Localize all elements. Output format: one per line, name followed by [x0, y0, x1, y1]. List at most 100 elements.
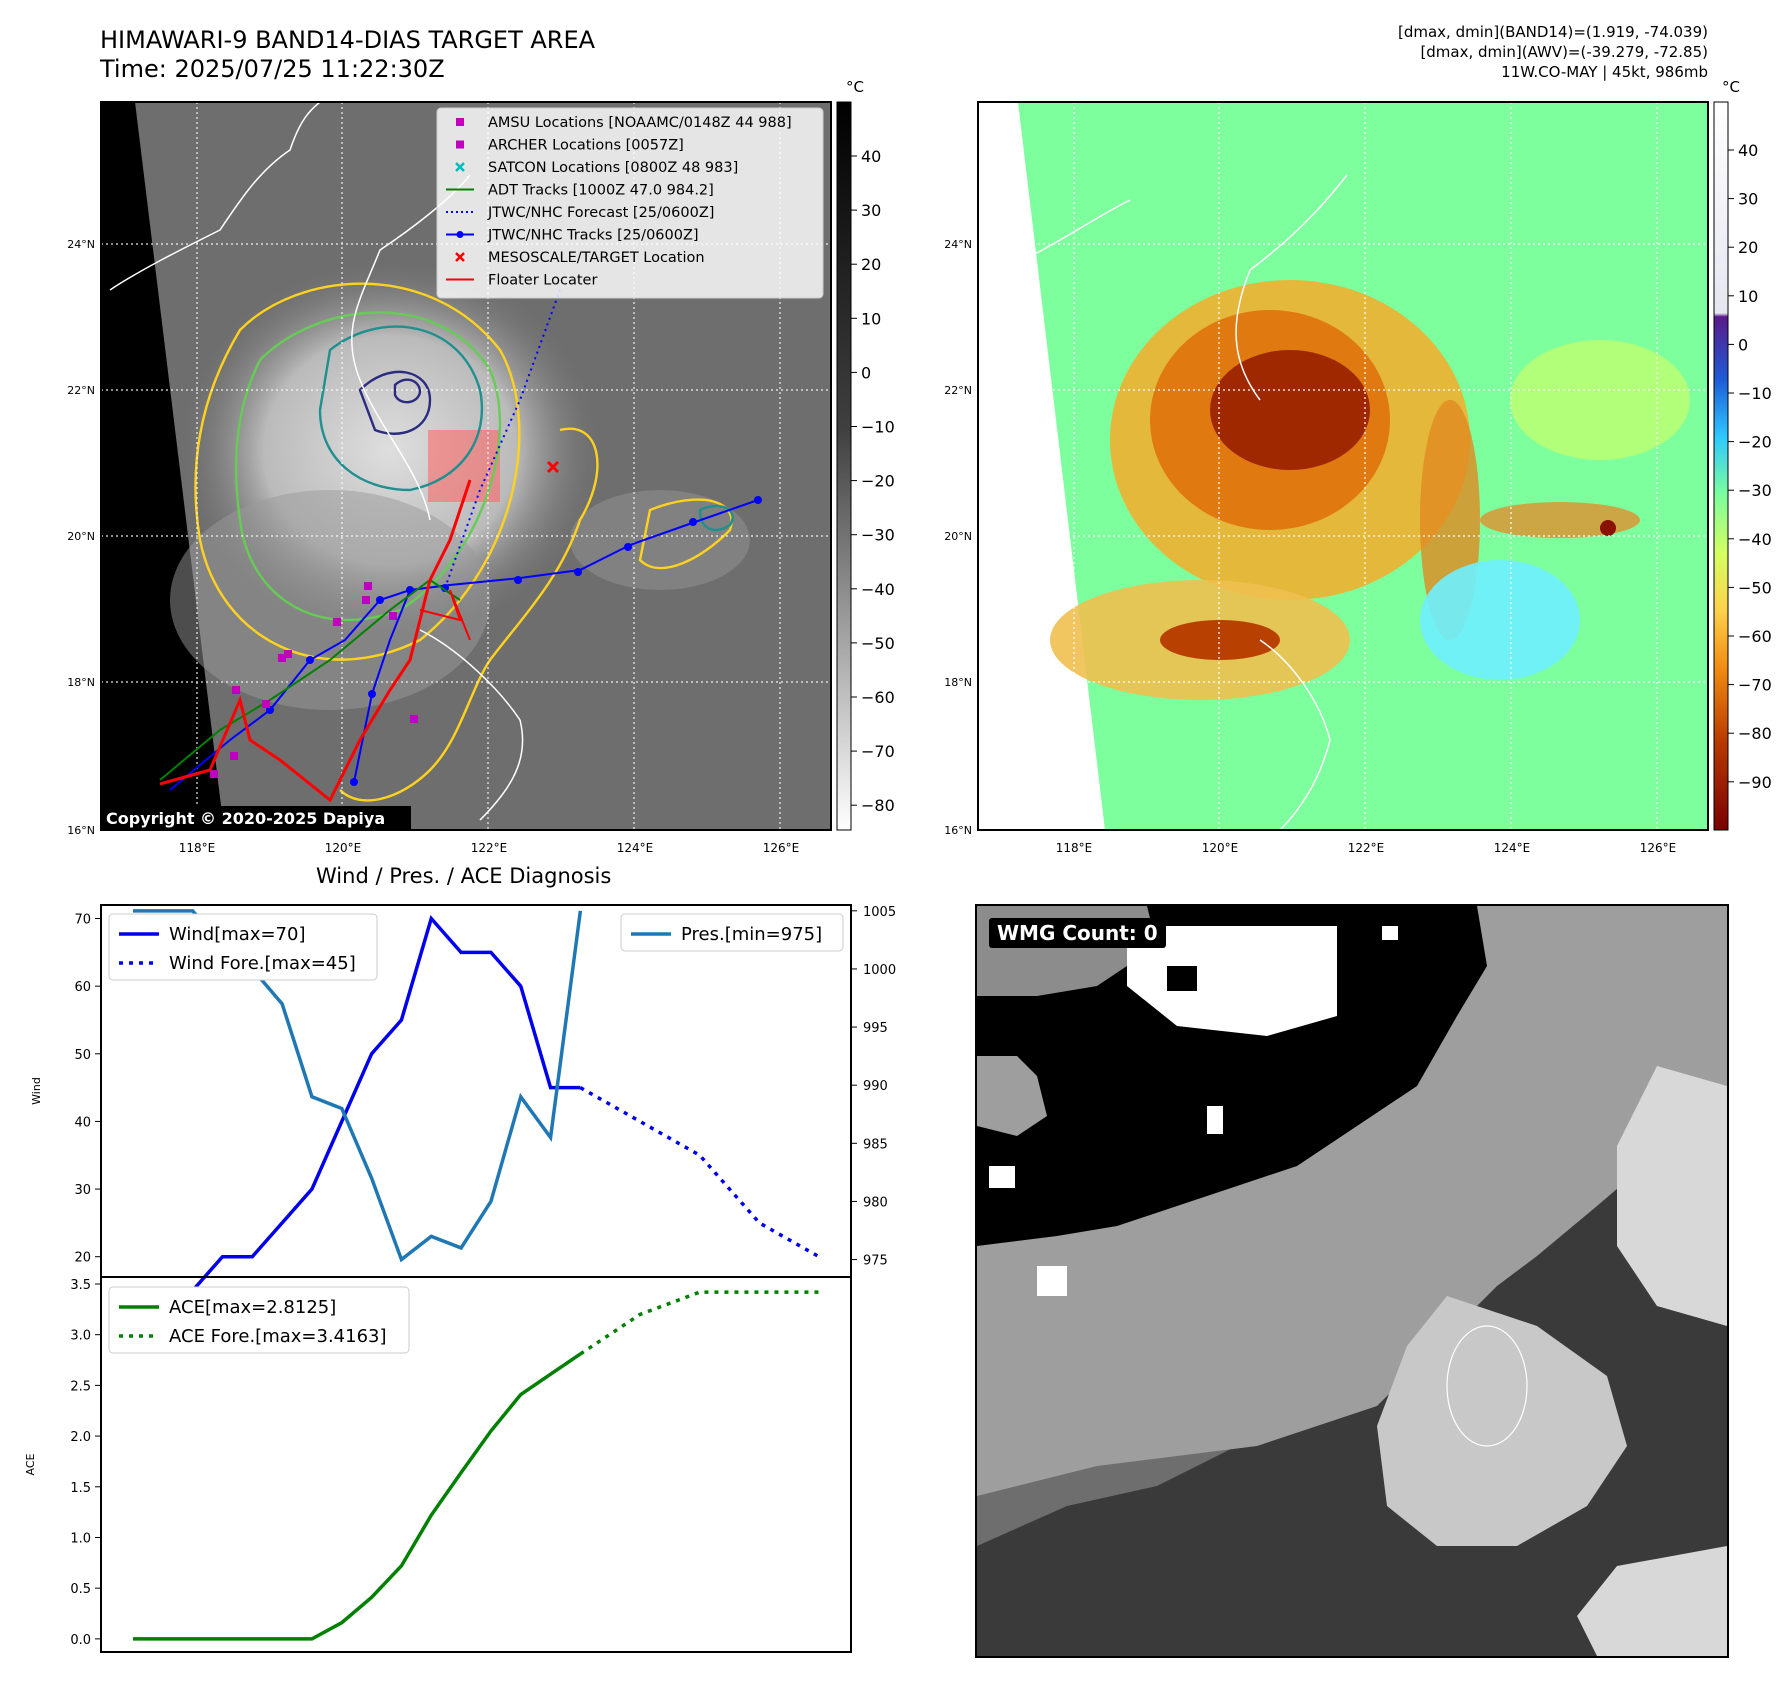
- lat-tick-label: 20°N: [944, 530, 972, 543]
- y-tick-label: 40: [74, 1115, 91, 1130]
- legend-label: SATCON Locations [0800Z 48 983]: [488, 160, 738, 176]
- copyright-text: Copyright © 2020-2025 Dapiya: [106, 809, 385, 828]
- diagnosis-chart: 20 30 40 50 60 70 975 980 985 990 995 1000 1005 Wind P…: [24, 904, 896, 1653]
- legend-label: JTWC/NHC Tracks [25/0600Z]: [487, 228, 699, 244]
- lat-tick-label: 18°N: [944, 676, 972, 689]
- colorbar-tick-label: −10: [1738, 384, 1772, 403]
- title-line-1: HIMAWARI-9 BAND14-DIAS TARGET AREA: [100, 26, 596, 54]
- lat-tick-label: 22°N: [944, 384, 972, 397]
- y2-tick-label: 985: [863, 1137, 888, 1152]
- legend-marker-square: [456, 118, 464, 126]
- info-line-3: 11W.CO-MAY | 45kt, 986mb: [1501, 63, 1708, 81]
- ir-colorbar-unit: °C: [846, 78, 864, 96]
- y-tick-label: 1.0: [70, 1531, 91, 1546]
- lon-tick-label: 124°E: [617, 841, 654, 855]
- awv-colorbar: [1713, 101, 1729, 831]
- colorbar-tick-label: 40: [861, 147, 881, 166]
- colorbar-tick-label: −50: [1738, 578, 1772, 597]
- legend-label: ADT Tracks [1000Z 47.0 984.2]: [488, 183, 714, 199]
- legend-label: AMSU Locations [NOAAMC/0148Z 44 988]: [488, 115, 792, 131]
- colorbar-tick-label: −30: [1738, 481, 1772, 500]
- colorbar-tick-label: 0: [861, 363, 871, 382]
- lat-tick-label: 24°N: [944, 238, 972, 251]
- series-line: [579, 1086, 820, 1259]
- lat-tick-label: 22°N: [67, 384, 95, 397]
- colorbar-tick-label: −20: [861, 472, 895, 491]
- chart-legend-label: Wind[max=70]: [169, 924, 306, 945]
- colorbar-tick-label: 10: [1738, 287, 1758, 306]
- colorbar-tick-label: 10: [861, 309, 881, 328]
- lon-tick-label: 118°E: [179, 841, 216, 855]
- y2-tick-label: 995: [863, 1021, 888, 1036]
- lat-tick-label: 16°N: [944, 824, 972, 837]
- legend-label: MESOSCALE/TARGET Location: [488, 250, 705, 266]
- chart-legend: [108, 1286, 410, 1354]
- colorbar-tick-label: 30: [861, 201, 881, 220]
- legend-item: ARCHER Locations [0057Z]: [456, 138, 684, 154]
- colorbar-tick-label: 0: [1738, 335, 1748, 354]
- y-tick-label: 3.5: [70, 1278, 91, 1293]
- lon-tick-label: 124°E: [1494, 841, 1531, 855]
- ir-lon-labels: 118°E 120°E 122°E 124°E 126°E: [179, 841, 800, 855]
- chart-legend-label: ACE Fore.[max=3.4163]: [169, 1326, 387, 1347]
- colorbar-tick-label: 20: [1738, 238, 1758, 257]
- lat-tick-label: 20°N: [67, 530, 95, 543]
- awv-lat-labels: 24°N 22°N 20°N 18°N 16°N: [944, 238, 972, 837]
- title-line-2: Time: 2025/07/25 11:22:30Z: [100, 55, 445, 83]
- colorbar-tick-label: 40: [1738, 141, 1758, 160]
- colorbar-tick-label: −60: [1738, 627, 1772, 646]
- y2-tick-label: 990: [863, 1079, 888, 1094]
- lon-tick-label: 126°E: [1640, 841, 1677, 855]
- awv-frame: [977, 101, 1709, 831]
- chart-legend: [108, 913, 378, 981]
- legend-item: ADT Tracks [1000Z 47.0 984.2]: [446, 183, 714, 199]
- legend-item: MESOSCALE/TARGET Location: [455, 250, 705, 266]
- ir-frame: [100, 101, 832, 831]
- colorbar-tick-label: −50: [861, 634, 895, 653]
- ace-series-line: [579, 1290, 819, 1356]
- colorbar-tick-label: −40: [861, 580, 895, 599]
- y2-tick-label: 975: [863, 1254, 888, 1269]
- colorbar-tick-label: −20: [1738, 433, 1772, 452]
- colorbar-tick-label: −40: [1738, 530, 1772, 549]
- colorbar-tick-label: −70: [1738, 676, 1772, 695]
- wind-chart: 20 30 40 50 60 70 975 980 985 990 995 1000 1005 Wind P…: [30, 904, 896, 1293]
- legend-item: SATCON Locations [0800Z 48 983]: [455, 160, 738, 176]
- y-tick-label: 30: [74, 1183, 91, 1198]
- colorbar-tick-label: 20: [861, 255, 881, 274]
- lon-tick-label: 122°E: [471, 841, 508, 855]
- ace-chart: 0.0 0.5 1.0 1.5 2.0 2.5 3.0 3.5 ACE ACE[max=2.812…: [24, 1276, 852, 1653]
- colorbar-tick-label: −60: [861, 688, 895, 707]
- y-tick-label: 70: [74, 913, 91, 928]
- series-line: [133, 914, 581, 1293]
- y-axis-label: Wind: [30, 1077, 43, 1105]
- y2-tick-label: 1000: [863, 963, 896, 978]
- colorbar-tick-label: −30: [861, 526, 895, 545]
- awv-colorbar-unit: °C: [1722, 78, 1740, 96]
- ir-colorbar: [836, 101, 852, 831]
- ace-axes-frame: [100, 1276, 852, 1653]
- y-tick-label: 50: [74, 1048, 91, 1063]
- legend-item: AMSU Locations [NOAAMC/0148Z 44 988]: [456, 115, 792, 131]
- colorbar-tick-label: −80: [861, 796, 895, 815]
- y-tick-label: 2.0: [70, 1430, 91, 1445]
- lon-tick-label: 120°E: [325, 841, 362, 855]
- wmg-count-badge: WMG Count: 0: [989, 918, 1166, 948]
- legend-item: Floater Locater: [446, 273, 597, 289]
- colorbar-tick-label: −70: [861, 742, 895, 761]
- legend-label: ARCHER Locations [0057Z]: [488, 138, 684, 154]
- legend-label: Floater Locater: [488, 273, 597, 289]
- legend-marker-x: [455, 252, 465, 262]
- chart-title: HIMAWARI-9 BAND14-DIAS TARGET AREA Time:…: [100, 26, 595, 84]
- lon-tick-label: 126°E: [763, 841, 800, 855]
- colorbar-tick-label: 30: [1738, 190, 1758, 209]
- y-tick-label: 20: [74, 1251, 91, 1266]
- chart-legend: [620, 913, 844, 952]
- wmg-map: [977, 906, 1727, 1656]
- wmg-panel: WMG Count: 0: [975, 904, 1729, 1658]
- chart-legend-label: Pres.[min=975]: [681, 924, 822, 945]
- info-line-1: [dmax, dmin](BAND14)=(1.919, -74.039): [1397, 23, 1708, 41]
- legend-marker-square: [456, 140, 464, 149]
- y2-tick-label: 980: [863, 1195, 888, 1210]
- chart-legend-label: ACE[max=2.8125]: [169, 1297, 336, 1318]
